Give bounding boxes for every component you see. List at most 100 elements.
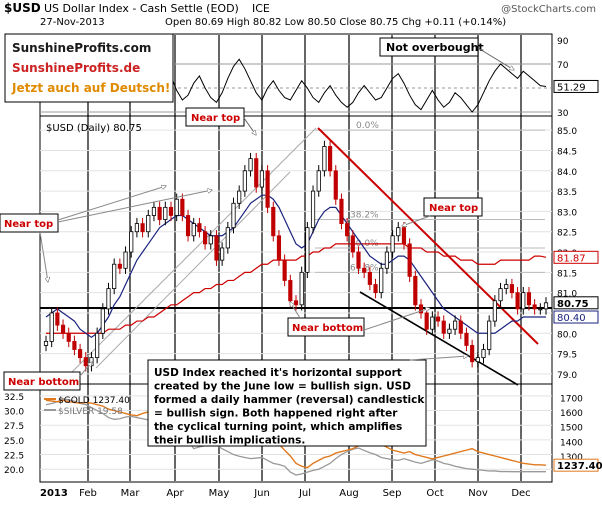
- price-tick-label: 83.0: [557, 208, 577, 218]
- candle-body: [481, 349, 486, 359]
- price-tick-label: 83.5: [557, 188, 577, 198]
- price-badge-label: 80.40: [557, 313, 586, 324]
- near-top-mid-label: Near top: [191, 113, 240, 124]
- candle-body: [83, 357, 88, 367]
- candle-body: [407, 243, 412, 277]
- candle-body: [72, 340, 77, 350]
- candle-body: [379, 267, 384, 294]
- candle-body: [293, 300, 299, 306]
- near-top-mid-arrow: [243, 117, 256, 135]
- x-tick-label: Oct: [426, 488, 443, 499]
- candle-body: [254, 158, 259, 188]
- watermark: @StockCharts.com: [501, 4, 596, 15]
- rsi-tick-label: 30: [557, 109, 569, 119]
- candle-body: [470, 345, 475, 363]
- candle-body: [328, 146, 333, 172]
- candle-body: [504, 284, 509, 289]
- brand-line-com: SunshineProfits.com: [12, 41, 151, 55]
- candle-body: [441, 320, 446, 334]
- candle-body: [242, 170, 247, 192]
- candle-body: [418, 304, 424, 314]
- gold-tick-label: 1400: [560, 438, 583, 448]
- silver-legend: $SILVER 19.58: [58, 407, 123, 417]
- candle-body: [521, 292, 526, 310]
- near-bottom-mid-label: Near bottom: [292, 323, 363, 334]
- x-tick-label: Dec: [511, 488, 530, 499]
- silver-tick-label: 27.5: [4, 422, 24, 432]
- candle-body: [458, 320, 463, 334]
- near-top-left-box: [0, 213, 59, 233]
- candle-body: [185, 215, 191, 237]
- price-badge: [553, 250, 599, 264]
- rsi-tick-label: 70: [557, 61, 569, 71]
- price-tick-label: 82.5: [557, 229, 577, 239]
- ohlc-readout: Open 80.69 High 80.82 Low 80.50 Close 80…: [165, 17, 506, 28]
- x-axis: 2013 Feb Mar Apr May Jun Jul Aug Sep Oct Nov Dec: [40, 488, 531, 499]
- x-tick-label: May: [209, 488, 230, 499]
- gold-line: [45, 399, 547, 469]
- candle-body: [134, 223, 139, 233]
- x-tick-label: Nov: [468, 488, 488, 499]
- candle-body: [55, 312, 60, 326]
- fib-label: 38.2%: [350, 211, 379, 221]
- callout-line: created by the June low = bullish sign. …: [154, 381, 411, 393]
- chart-date: 27-Nov-2013: [40, 17, 105, 28]
- candle-body: [532, 304, 537, 310]
- candle-body: [265, 170, 270, 208]
- candle-body: [322, 146, 327, 172]
- rsi-last-badge: [553, 79, 599, 93]
- near-bottom-left-arrow: [79, 362, 92, 377]
- price-layer: 85.084.584.083.583.082.582.081.581.080.5…: [40, 121, 599, 386]
- candle-body: [543, 302, 549, 310]
- price-badge: [553, 296, 599, 310]
- candle-body: [413, 275, 418, 306]
- x-tick-label: Feb: [79, 488, 97, 499]
- near-top-right-arrow: [402, 215, 431, 226]
- near-bottom-mid-box: [287, 317, 365, 337]
- candle-body: [49, 312, 54, 342]
- near-top-left-arrow-1: [57, 186, 166, 221]
- price-tick-label: 80.0: [557, 330, 577, 340]
- candle-body: [356, 251, 361, 269]
- silver-tick-label: 25.0: [4, 437, 24, 447]
- candle-body: [464, 332, 469, 346]
- candle-body: [214, 235, 219, 261]
- candle-body: [157, 206, 162, 220]
- rsi-annotation: Not overbought: [386, 41, 484, 54]
- candle-body: [112, 263, 117, 289]
- brand-line-deutsch: Jetzt auch auf Deutsch!: [11, 81, 170, 95]
- x-tick-label: Jun: [253, 488, 270, 499]
- near-top-mid-box: [185, 107, 245, 127]
- silver-tick-label: 22.5: [4, 452, 24, 462]
- callout-line: the cyclical turning point, which amplif…: [154, 421, 402, 433]
- candle-body: [509, 284, 514, 294]
- silver-line: [45, 398, 546, 476]
- candle-body: [316, 170, 321, 192]
- rsi-annotation-box: [379, 37, 479, 57]
- candle-body: [430, 316, 435, 330]
- candle-body: [163, 206, 168, 220]
- candle-body: [248, 158, 253, 172]
- ma200-line: [46, 243, 547, 334]
- candle-body: [220, 247, 225, 261]
- candle-body: [305, 227, 310, 273]
- silver-tick-label: 32.5: [4, 393, 24, 403]
- x-tick-label: Sep: [383, 488, 402, 499]
- callout-text: USD Index reached it's horizontal suppor…: [154, 367, 425, 447]
- price-tick-label: 81.0: [557, 290, 577, 300]
- candle-body: [203, 231, 208, 245]
- candle-body: [43, 340, 49, 346]
- candle-body: [197, 223, 202, 233]
- candle-body: [117, 263, 122, 269]
- silver-tick-label: 30.0: [4, 408, 24, 418]
- candle-body: [66, 332, 71, 342]
- gold-tick-label: 1300: [560, 453, 583, 463]
- price-badge-label: 80.75: [557, 299, 589, 310]
- gold-badge: [553, 458, 599, 472]
- callout-line: their bullish implications.: [154, 435, 305, 447]
- price-tick-label: 85.0: [557, 127, 577, 137]
- near-top-right-label: Near top: [429, 203, 478, 214]
- callout-box: [147, 359, 427, 447]
- candle-body: [487, 320, 492, 350]
